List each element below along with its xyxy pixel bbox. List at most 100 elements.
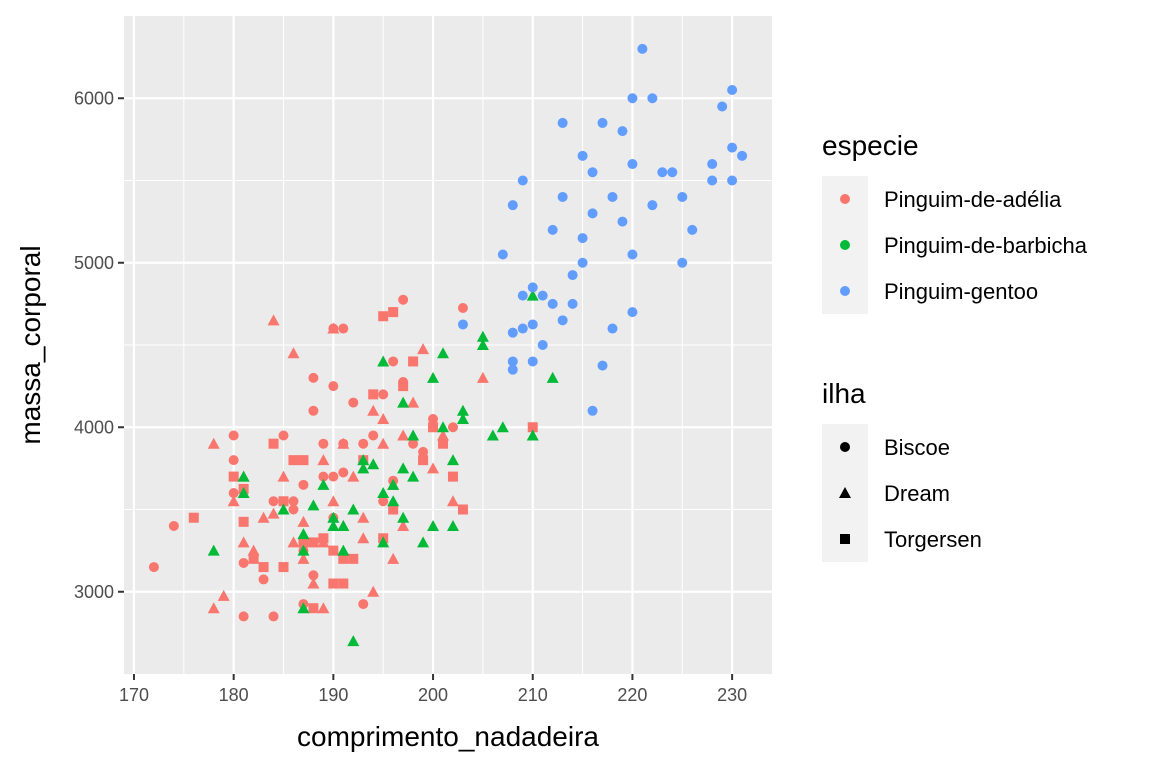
legend-label-barbicha: Pinguim-de-barbicha (884, 233, 1088, 258)
legend: especie Pinguim-de-adélia Pinguim-de-bar… (822, 130, 1088, 562)
data-point (228, 471, 239, 482)
legend-key-gentoo (840, 286, 850, 296)
data-point (287, 536, 300, 548)
data-point (287, 347, 300, 359)
legend-label-biscoe: Biscoe (884, 435, 950, 460)
data-point (347, 635, 360, 647)
data-point (437, 429, 450, 441)
data-point (497, 249, 508, 260)
data-point (328, 381, 339, 392)
data-point (338, 323, 349, 334)
data-point (446, 495, 459, 507)
y-axis: 3000 4000 5000 6000 (74, 88, 124, 602)
x-tick-label: 230 (717, 685, 747, 705)
data-point (317, 454, 330, 466)
data-point (328, 578, 339, 589)
data-point (298, 479, 309, 490)
data-point (388, 307, 399, 318)
data-point (607, 323, 618, 334)
data-point (707, 175, 718, 186)
data-point (338, 553, 349, 564)
data-point (377, 536, 390, 548)
data-point (318, 533, 329, 544)
x-axis: 170 180 190 200 210 220 230 (119, 674, 747, 705)
data-point (318, 471, 329, 482)
legend-title-especie: especie (822, 130, 919, 161)
x-tick-label: 170 (119, 685, 149, 705)
data-point (267, 314, 280, 326)
data-point (577, 233, 588, 244)
data-point (317, 602, 330, 614)
data-point (188, 512, 199, 523)
data-point (457, 302, 468, 313)
data-point (288, 504, 299, 515)
y-axis-title: massa_corporal (15, 245, 46, 444)
data-point (627, 159, 638, 170)
x-axis-title: comprimento_nadadeira (297, 721, 599, 752)
data-point (357, 462, 370, 474)
data-point (318, 438, 329, 449)
data-point (617, 126, 628, 137)
data-point (526, 289, 539, 301)
data-point (377, 437, 390, 449)
legend-key-biscoe-circle-icon (840, 442, 850, 452)
data-point (377, 487, 390, 499)
data-point (557, 315, 568, 326)
data-point (567, 298, 578, 309)
data-point (627, 307, 638, 318)
data-point (357, 511, 370, 523)
data-point (228, 430, 239, 441)
data-point (397, 462, 410, 474)
data-point (327, 519, 340, 531)
data-point (667, 167, 678, 178)
x-tick-label: 220 (617, 685, 647, 705)
data-point (657, 167, 668, 178)
data-point (438, 438, 449, 449)
data-point (237, 536, 250, 548)
data-point (337, 437, 350, 449)
data-point (368, 430, 379, 441)
data-point (457, 319, 468, 330)
data-point (627, 249, 638, 260)
data-point (358, 438, 369, 449)
data-point (297, 528, 310, 540)
data-point (258, 562, 269, 573)
legend-label-adelia: Pinguim-de-adélia (884, 187, 1062, 212)
data-point (327, 495, 340, 507)
data-point (228, 488, 239, 499)
data-point (577, 150, 588, 161)
data-point (507, 364, 518, 375)
data-point (337, 519, 350, 531)
x-tick-label: 190 (318, 685, 348, 705)
data-point (507, 327, 518, 338)
data-point (557, 191, 568, 202)
y-tick-label: 3000 (74, 582, 114, 602)
data-point (537, 340, 548, 350)
data-point (476, 339, 489, 350)
data-point (308, 570, 319, 581)
data-point (388, 356, 399, 367)
data-point (607, 191, 618, 202)
data-point (427, 371, 440, 383)
x-tick-label: 200 (418, 685, 448, 705)
data-point (308, 603, 319, 614)
legend-label-torgersen: Torgersen (884, 527, 982, 552)
data-point (337, 544, 350, 556)
data-point (357, 454, 370, 466)
legend-key-torgersen-square-icon (840, 534, 850, 544)
data-point (297, 544, 310, 556)
data-point (547, 298, 558, 309)
data-point (677, 257, 688, 268)
data-point (277, 503, 290, 515)
data-point (476, 330, 489, 342)
data-point (248, 553, 259, 564)
data-point (527, 356, 538, 367)
data-point (297, 552, 310, 564)
data-point (358, 599, 369, 610)
data-point (408, 356, 419, 367)
data-point (647, 200, 658, 211)
data-point (327, 322, 340, 334)
data-point (228, 455, 239, 466)
data-point (397, 396, 410, 408)
data-point (397, 429, 410, 441)
